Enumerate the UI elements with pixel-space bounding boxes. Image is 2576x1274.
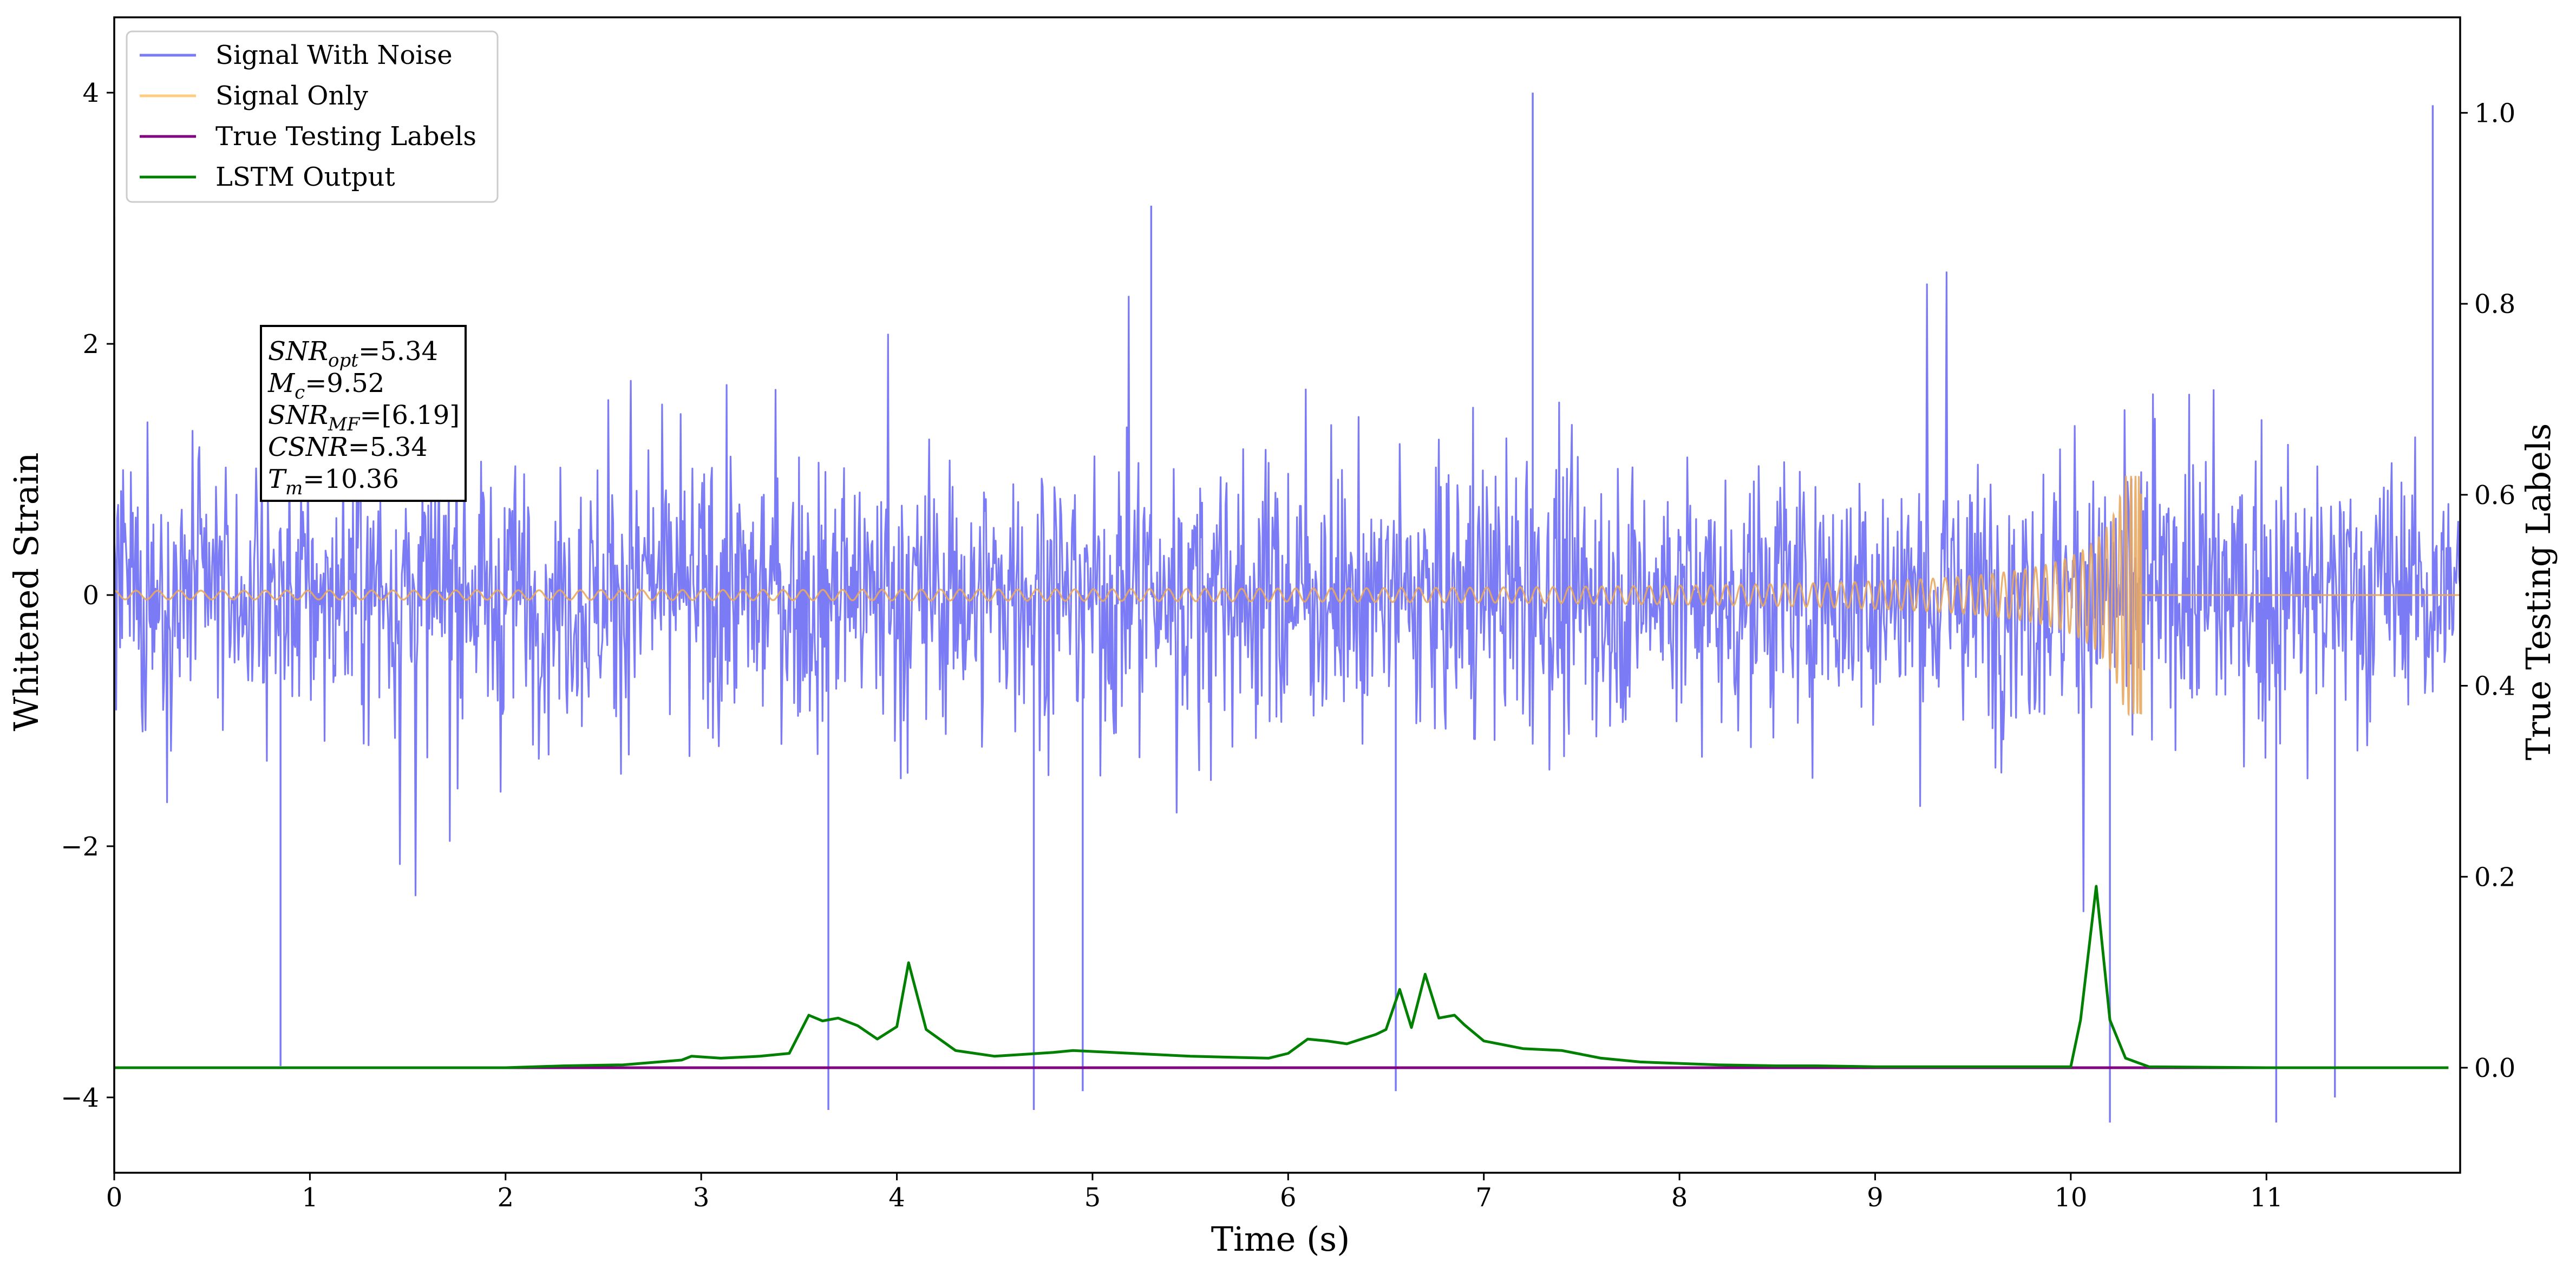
x-tick-label: 3 bbox=[693, 1182, 710, 1213]
annotation-line: CSNR=5.34 bbox=[268, 432, 428, 462]
y-right-axis-ticks: 0.0 0.2 0.4 0.6 0.8 1.0 bbox=[2460, 98, 2515, 1083]
x-tick-label: 9 bbox=[1867, 1182, 1884, 1213]
legend-label: LSTM Output bbox=[215, 162, 395, 192]
y-right-tick-label: 1.0 bbox=[2474, 98, 2515, 128]
legend-frame bbox=[126, 30, 499, 203]
y-right-tick-label: 0.4 bbox=[2474, 671, 2515, 702]
signal-with-noise-peaks bbox=[114, 93, 2434, 1123]
x-tick-label: 7 bbox=[1475, 1182, 1492, 1213]
y-left-axis-ticks: −4 −2 0 2 4 bbox=[61, 78, 114, 1113]
signal-only-line bbox=[114, 475, 2460, 717]
y-left-tick-label: 4 bbox=[82, 78, 99, 108]
x-axis-ticks: 0 1 2 3 4 5 6 7 8 9 10 11 bbox=[106, 1173, 2283, 1213]
legend-entries: Signal With Noise Signal Only True Testing… bbox=[140, 40, 476, 192]
legend-label: Signal Only bbox=[215, 81, 368, 111]
y-right-axis-label: True Testing Labels bbox=[2519, 423, 2558, 761]
annotation-line: SNRMF=[6.19] bbox=[268, 400, 460, 435]
x-tick-label: 8 bbox=[1671, 1182, 1688, 1213]
x-tick-label: 0 bbox=[106, 1182, 123, 1213]
annotation-line: SNRopt=5.34 bbox=[268, 336, 438, 371]
x-tick-label: 10 bbox=[2054, 1182, 2087, 1213]
annotation-lines: SNRopt=5.34Mc=9.52SNRMF=[6.19]CSNR=5.34T… bbox=[267, 336, 460, 499]
lstm-output-line bbox=[114, 885, 2449, 1069]
parameter-annotation-box: SNRopt=5.34Mc=9.52SNRMF=[6.19]CSNR=5.34T… bbox=[260, 325, 467, 502]
y-left-axis-label: Whitened Strain bbox=[6, 453, 46, 731]
x-axis-label: Time (s) bbox=[1211, 1219, 1350, 1259]
series-layer bbox=[114, 93, 2460, 1123]
annotation-line: Mc=9.52 bbox=[267, 368, 384, 403]
legend-label: Signal With Noise bbox=[215, 40, 453, 70]
x-tick-label: 6 bbox=[1280, 1182, 1297, 1213]
annotation-frame bbox=[260, 325, 467, 502]
y-right-tick-label: 0.2 bbox=[2474, 862, 2515, 892]
y-right-tick-label: 0.8 bbox=[2474, 289, 2515, 319]
x-tick-label: 1 bbox=[302, 1182, 318, 1213]
y-right-tick-label: 0.0 bbox=[2474, 1053, 2515, 1083]
y-left-tick-label: 0 bbox=[82, 580, 99, 611]
signal-with-noise-line bbox=[114, 271, 2460, 912]
y-right-tick-label: 0.6 bbox=[2474, 480, 2515, 511]
y-left-tick-label: −2 bbox=[61, 832, 99, 862]
x-tick-label: 5 bbox=[1084, 1182, 1101, 1213]
y-left-tick-label: −4 bbox=[61, 1083, 99, 1113]
x-tick-label: 2 bbox=[497, 1182, 514, 1213]
annotation-line: Tm=10.36 bbox=[268, 464, 399, 499]
x-tick-label: 11 bbox=[2250, 1182, 2283, 1213]
legend-label: True Testing Labels bbox=[215, 121, 476, 152]
legend: Signal With Noise Signal Only True Testing… bbox=[126, 30, 499, 203]
x-tick-label: 4 bbox=[888, 1182, 905, 1213]
y-left-tick-label: 2 bbox=[82, 329, 99, 360]
